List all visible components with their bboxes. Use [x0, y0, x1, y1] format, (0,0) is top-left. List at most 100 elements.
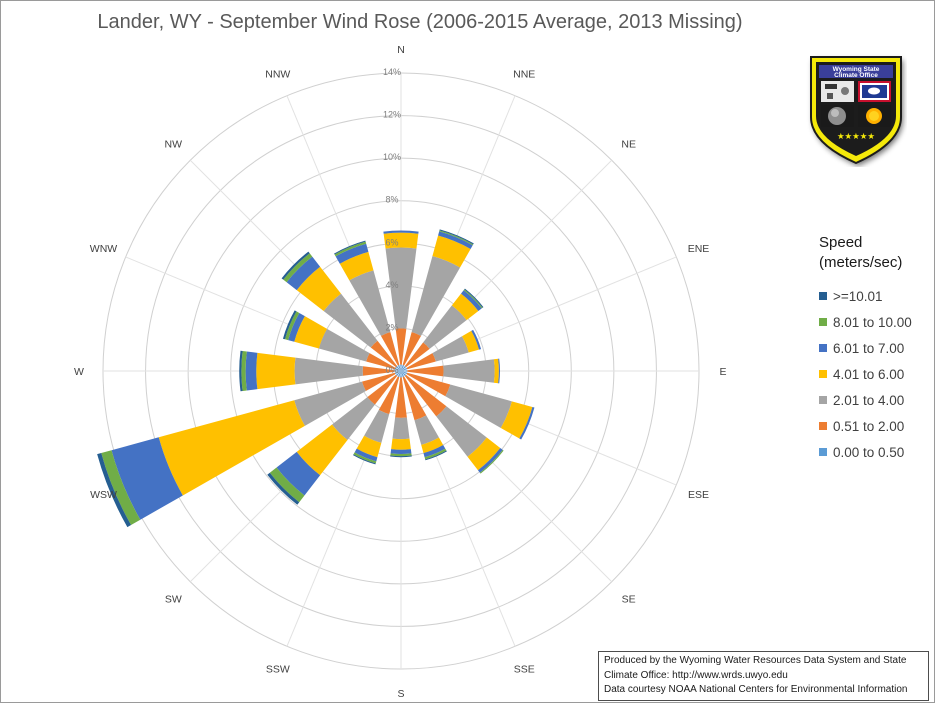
bar-sse-series-1 [402, 376, 427, 421]
bar-wsw-series-0 [394, 371, 401, 375]
legend-swatch [819, 344, 827, 352]
bar-nw-series-4 [286, 256, 321, 291]
bar-se-series-2 [436, 406, 487, 457]
direction-label-se: SE [622, 594, 636, 606]
bar-nne-series-2 [411, 256, 461, 336]
bar-wsw-series-3 [158, 400, 305, 496]
bar-w-series-1 [362, 366, 395, 376]
bar-nne-series-1 [402, 331, 422, 366]
bar-e-series-1 [407, 365, 444, 377]
legend-label: 8.01 to 10.00 [833, 314, 912, 330]
legend-item: 2.01 to 4.00 [819, 387, 931, 413]
bar-sse-series-2 [414, 415, 439, 445]
bar-wnw-series-0 [394, 367, 401, 371]
bar-nne-series-3 [432, 235, 471, 268]
legend-item: 8.01 to 10.00 [819, 309, 931, 335]
bar-nnw-series-1 [380, 331, 400, 366]
bar-nw-series-1 [370, 340, 398, 368]
legend-swatch [819, 292, 827, 300]
logo-banner [819, 65, 893, 78]
bar-se-series-4 [477, 447, 503, 473]
bar-nw-series-0 [395, 365, 401, 371]
bar-ne-series-4 [461, 290, 482, 311]
bar-ssw-series-5 [353, 452, 377, 464]
bar-s-series-1 [395, 377, 407, 418]
radial-tick-label: 4% [385, 280, 398, 290]
bar-se-series-3 [467, 437, 501, 471]
bar-e-series-0 [401, 370, 408, 372]
credits-line-1: Produced by the Wyoming Water Resources … [604, 655, 907, 666]
bar-sw-series-3 [296, 424, 348, 476]
logo-text-line-2: Climate Office [834, 72, 878, 79]
legend-swatch [819, 448, 827, 456]
bar-w-series-0 [394, 370, 401, 372]
bar-wsw-series-6 [97, 453, 132, 528]
bar-ese-series-1 [406, 372, 451, 397]
direction-label-sse: SSE [514, 663, 535, 675]
legend-item: 0.51 to 2.00 [819, 413, 931, 439]
direction-label-wnw: WNW [90, 243, 117, 255]
bar-wnw-series-2 [318, 328, 370, 362]
bar-wnw-series-5 [285, 311, 300, 341]
legend-title: Speed (meters/sec) [819, 233, 931, 273]
bar-sse-series-5 [424, 448, 447, 460]
bar-ese-series-3 [500, 401, 533, 439]
direction-label-sw: SW [165, 594, 182, 606]
bar-nnw-series-6 [334, 240, 366, 255]
bar-sw-series-0 [395, 371, 401, 377]
legend-swatch [819, 422, 827, 430]
bar-ne-series-1 [404, 342, 430, 368]
bar-w-series-2 [294, 357, 363, 385]
direction-label-n: N [397, 44, 405, 56]
bar-ne-series-2 [423, 305, 467, 349]
bar-e-series-2 [443, 359, 495, 383]
radial-tick-label: 0% [385, 365, 398, 375]
bar-n-series-2 [385, 247, 417, 329]
bar-wnw-series-4 [288, 313, 305, 342]
bar-wnw-series-1 [366, 353, 396, 370]
direction-label-e: E [719, 366, 726, 378]
bar-ese-series-4 [519, 406, 535, 440]
legend-swatch [819, 370, 827, 378]
bar-nnw-series-3 [339, 251, 374, 281]
legend-label: 6.01 to 7.00 [833, 340, 905, 356]
logo-stars: ★★★★★ [837, 132, 875, 142]
legend-swatch [819, 396, 827, 404]
wind-rose-bars [97, 229, 535, 528]
direction-label-w: W [74, 366, 84, 378]
bar-s-series-2 [392, 417, 410, 440]
bar-sse-series-0 [401, 371, 405, 378]
radial-tick-label: 10% [383, 152, 401, 162]
credits-box: Produced by the Wyoming Water Resources … [598, 651, 929, 701]
bar-s-series-4 [390, 449, 412, 455]
legend-title-line-1: Speed [819, 234, 863, 251]
legend-title-line-2: (meters/sec) [819, 254, 903, 271]
legend-item: 0.00 to 0.50 [819, 439, 931, 465]
radial-tick-label: 8% [385, 195, 398, 205]
bar-ssw-series-1 [378, 376, 400, 415]
bar-ssw-series-6 [353, 454, 376, 465]
bar-nnw-series-2 [349, 270, 391, 336]
radial-tick-label: 14% [383, 67, 401, 77]
bar-nw-series-2 [323, 293, 378, 348]
legend: Speed (meters/sec) >=10.01 8.01 to 10.00 6… [819, 233, 931, 465]
bar-nnw-series-4 [335, 243, 369, 264]
bar-ese-series-2 [445, 384, 512, 428]
radial-tick-label: 6% [385, 237, 398, 247]
bar-ssw-series-4 [354, 448, 378, 462]
bar-ene-series-2 [432, 336, 469, 362]
direction-label-wsw: WSW [90, 489, 117, 501]
bar-ese-series-0 [401, 371, 408, 375]
bar-wsw-series-4 [111, 437, 183, 520]
direction-labels: N NNE NE ENE E ESE SE SSE S SSW SW WSW W WNW NW NNW [74, 44, 726, 700]
direction-label-nne: NNE [513, 69, 535, 81]
legend-items: >=10.01 8.01 to 10.00 6.01 to 7.00 4.01 to … [819, 283, 931, 465]
bar-n-series-3 [383, 232, 419, 249]
bar-wsw-series-1 [361, 372, 396, 392]
legend-item: >=10.01 [819, 283, 931, 309]
legend-label: 0.00 to 0.50 [833, 444, 905, 460]
legend-item: 4.01 to 6.00 [819, 361, 931, 387]
credits-line-2: Climate Office: http://www.wrds.uwyo.edu [604, 669, 788, 681]
bar-w-series-6 [239, 350, 243, 392]
